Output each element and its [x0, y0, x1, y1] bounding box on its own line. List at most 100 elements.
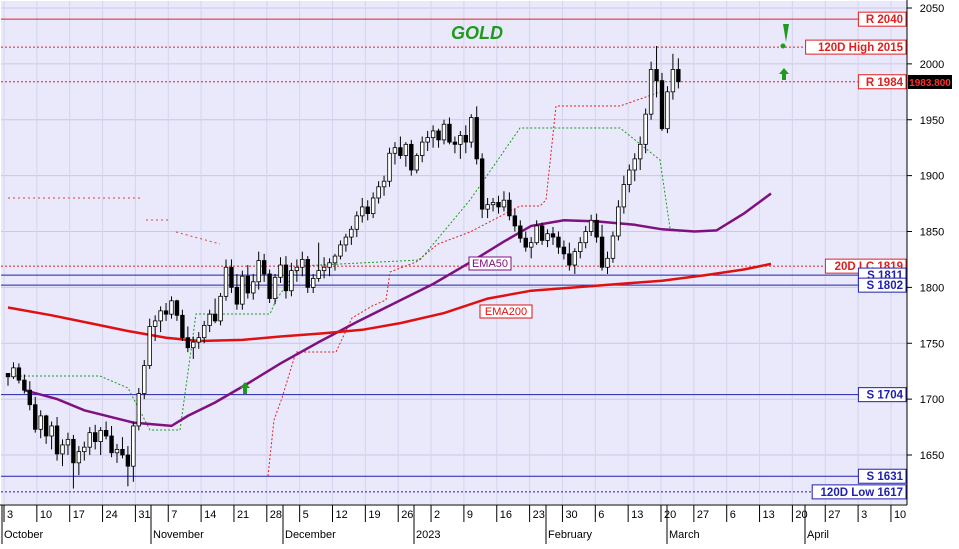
level-label: 120D Low 1617 [821, 487, 903, 499]
x-day-label: 13 [763, 509, 775, 521]
candle-body [131, 425, 136, 467]
candle-body [479, 158, 485, 210]
candle-body [251, 281, 256, 294]
candle-body [185, 337, 191, 349]
x-day-label: 27 [828, 509, 840, 521]
x-month-label: April [807, 529, 829, 541]
candle-body [261, 260, 267, 275]
candle-body [518, 225, 523, 239]
candle-body [376, 186, 381, 199]
level-label-box [811, 484, 907, 500]
candle-body [398, 147, 403, 156]
candle-body [441, 123, 447, 141]
x-day-label: 9 [467, 509, 473, 521]
level-label-box [857, 468, 907, 484]
candle-body [71, 438, 76, 464]
level-label-box [857, 74, 907, 90]
y-tick-label: 2000 [920, 59, 944, 71]
candle-body [550, 233, 556, 238]
level-label-box [857, 11, 907, 27]
candle-body [670, 69, 676, 93]
candle-body [632, 158, 637, 171]
candle-body [142, 365, 147, 394]
candle-body [87, 432, 92, 448]
candle-body [436, 130, 441, 141]
candle-body [300, 259, 305, 268]
candle-body [578, 242, 583, 253]
candle-body [643, 113, 648, 145]
candle-body [676, 69, 681, 83]
level-label: S 1802 [867, 280, 903, 292]
plot-background [1, 1, 907, 504]
candle-body [605, 257, 610, 268]
level-label-box [805, 39, 907, 55]
y-tick-label: 1900 [920, 171, 944, 183]
ema-lines: EMA50 EMA200 [7, 192, 772, 428]
x-day-label: 13 [631, 509, 643, 521]
candle-body [594, 219, 599, 238]
candle-body [54, 425, 60, 455]
level-label: S 1631 [867, 471, 904, 483]
level-label: R 1984 [866, 77, 904, 89]
x-day-label: 26 [401, 509, 413, 521]
y-tick-label: 1750 [920, 338, 944, 350]
stop-lines [8, 91, 681, 477]
candle-body [523, 237, 528, 248]
candle-body [289, 270, 294, 292]
ema200-label-box [479, 304, 533, 319]
candle-body [627, 169, 632, 185]
x-day-label: 14 [204, 509, 216, 521]
candle-body [610, 235, 616, 259]
candle-body [338, 244, 343, 257]
candle-body [278, 264, 283, 278]
candle-body [638, 143, 643, 160]
candle-body [93, 432, 98, 442]
candle-body [354, 215, 359, 230]
x-day-label: 30 [565, 509, 577, 521]
ema50-label-box [468, 256, 512, 271]
x-month-label: October [4, 529, 43, 541]
candle-body [76, 451, 82, 464]
candle-body [332, 255, 338, 264]
candle-body [370, 197, 376, 215]
candle-body [180, 314, 185, 339]
candle-body [583, 231, 588, 244]
x-day-label: 31 [138, 509, 150, 521]
candle-body [321, 266, 327, 272]
x-day-label: 21 [237, 509, 249, 521]
candle-body [327, 262, 332, 268]
x-day-label: 20 [664, 509, 676, 521]
candle-body [245, 275, 250, 294]
candle-body [125, 454, 131, 467]
candle-body [294, 266, 300, 272]
ema50-label: EMA50 [472, 258, 508, 270]
candle-body [5, 373, 11, 378]
candle-body [158, 310, 163, 322]
last-price-box [908, 74, 952, 89]
x-month-label: March [669, 529, 700, 541]
candle-body [120, 449, 125, 456]
candle-body [665, 91, 670, 130]
candle-body [109, 435, 114, 454]
chart-title: GOLD [451, 23, 503, 43]
candle-body [360, 206, 365, 217]
x-month-label: February [548, 529, 593, 541]
candle-body [654, 69, 659, 82]
candle-body [283, 264, 289, 292]
candle-body [201, 324, 207, 339]
candle-body [240, 275, 245, 305]
candle-body [349, 228, 354, 238]
candle-body [229, 266, 234, 288]
x-day-label: 2 [434, 509, 440, 521]
candle-body [174, 300, 180, 316]
candle-body [223, 266, 229, 297]
level-label: R 2040 [866, 14, 903, 26]
candle-body [534, 225, 539, 244]
candle-body [463, 134, 468, 143]
candle-body [267, 273, 272, 299]
x-day-label: 23 [533, 509, 545, 521]
candle-body [599, 236, 605, 268]
buy-arrow-icon [779, 68, 789, 80]
